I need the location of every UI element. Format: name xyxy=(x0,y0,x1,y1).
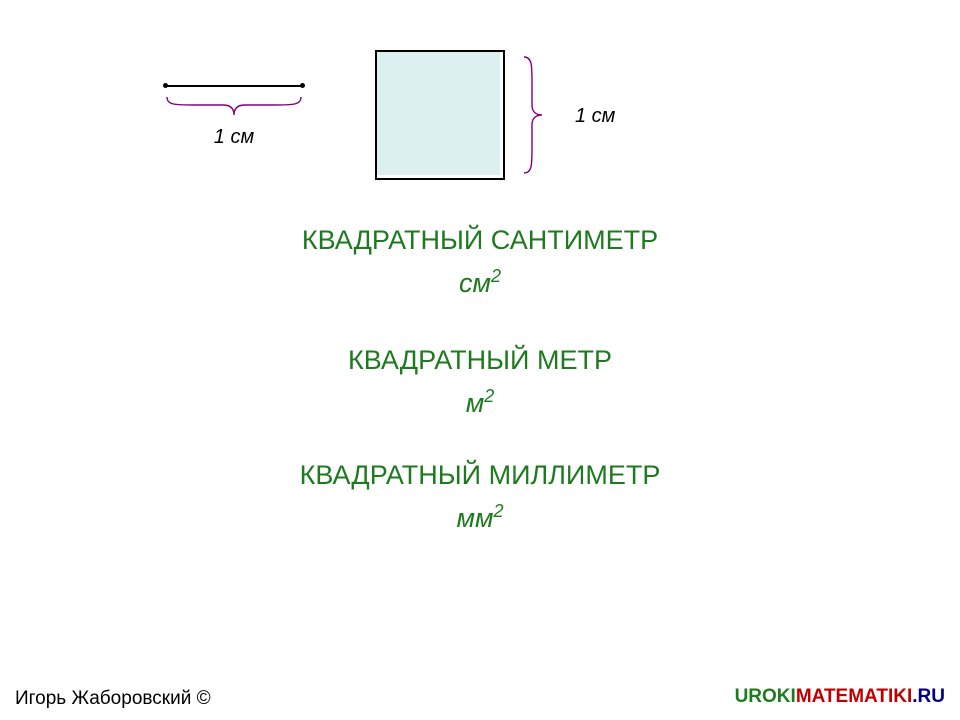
unit-title-cm: КВАДРАТНЫЙ САНТИМЕТР xyxy=(0,225,960,256)
unit-symbol-cm-sup: 2 xyxy=(491,266,501,286)
unit-title-m: КВАДРАТНЫЙ МЕТР xyxy=(0,345,960,376)
unit-block-m: КВАДРАТНЫЙ МЕТР м2 xyxy=(0,345,960,419)
unit-block-mm: КВАДРАТНЫЙ МИЛЛИМЕТР мм2 xyxy=(0,460,960,534)
brace-horizontal-icon xyxy=(165,95,303,117)
footer-author: Игорь Жаборовский © xyxy=(15,688,211,710)
unit-symbol-m-base: м xyxy=(466,388,485,418)
line-bar xyxy=(165,85,303,87)
brace-vertical-icon xyxy=(520,55,546,175)
unit-square xyxy=(375,50,505,180)
unit-block-cm: КВАДРАТНЫЙ САНТИМЕТР см2 xyxy=(0,225,960,299)
line-segment xyxy=(165,85,303,87)
unit-symbol-m-sup: 2 xyxy=(484,386,494,406)
line-segment-label: 1 см xyxy=(165,126,303,149)
footer-site-part2: MATEMATIKI xyxy=(796,686,912,707)
line-segment-group: 1 см xyxy=(165,85,303,149)
line-endpoint-right xyxy=(300,83,305,88)
footer-site: UROKIMATEMATIKI.RU xyxy=(735,686,945,708)
footer-site-part1: UROKI xyxy=(735,686,796,707)
unit-symbol-cm-base: см xyxy=(459,268,491,298)
line-endpoint-left xyxy=(163,83,168,88)
unit-symbol-mm-sup: 2 xyxy=(494,501,504,521)
unit-symbol-mm-base: мм xyxy=(456,503,493,533)
unit-title-mm: КВАДРАТНЫЙ МИЛЛИМЕТР xyxy=(0,460,960,491)
unit-symbol-cm: см2 xyxy=(0,266,960,299)
unit-symbol-mm: мм2 xyxy=(0,501,960,534)
footer-site-part3: .RU xyxy=(912,686,945,707)
square-fill xyxy=(377,52,500,175)
unit-symbol-m: м2 xyxy=(0,386,960,419)
square-side-label: 1 см xyxy=(575,105,615,128)
square-group xyxy=(375,50,505,180)
